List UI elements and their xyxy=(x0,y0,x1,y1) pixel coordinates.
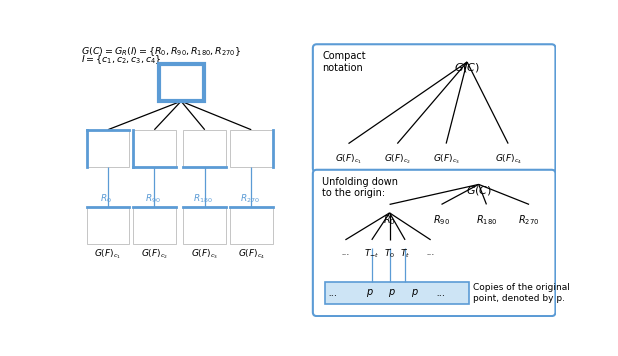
Text: Compact
notation: Compact notation xyxy=(322,51,366,73)
Text: $R_{90}$: $R_{90}$ xyxy=(145,192,161,205)
Text: ...: ... xyxy=(437,288,446,298)
Text: ...: ... xyxy=(328,288,337,298)
Text: $R_{180}$: $R_{180}$ xyxy=(476,213,497,227)
Bar xyxy=(325,282,468,304)
Text: $G(F)_{c_4}$: $G(F)_{c_4}$ xyxy=(494,152,522,166)
Bar xyxy=(230,207,273,244)
Text: $p$: $p$ xyxy=(411,287,419,299)
Text: $G(C) = G_R(I) = \{R_0, R_{90}, R_{180}, R_{270}\}$: $G(C) = G_R(I) = \{R_0, R_{90}, R_{180},… xyxy=(81,45,241,58)
Text: $G(F)_{c_3}$: $G(F)_{c_3}$ xyxy=(433,152,460,166)
Text: $G(F)_{c_2}$: $G(F)_{c_2}$ xyxy=(141,247,168,261)
FancyBboxPatch shape xyxy=(313,44,556,172)
Text: Copies of the original
point, denoted by p.: Copies of the original point, denoted by… xyxy=(473,283,570,303)
Bar xyxy=(87,207,129,244)
Text: $G(C)$: $G(C)$ xyxy=(454,61,480,74)
Text: $G(F)_{c_2}$: $G(F)_{c_2}$ xyxy=(384,152,411,166)
Bar xyxy=(184,130,226,167)
Text: $R_0$: $R_0$ xyxy=(383,213,396,227)
Text: $R_{270}$: $R_{270}$ xyxy=(519,213,540,227)
Text: $I = \{c_1, c_2, c_3, c_4\}$: $I = \{c_1, c_2, c_3, c_4\}$ xyxy=(81,53,162,66)
FancyBboxPatch shape xyxy=(313,170,556,316)
Bar xyxy=(133,130,176,167)
Text: Unfolding down
to the origin:: Unfolding down to the origin: xyxy=(322,177,398,198)
Bar xyxy=(159,64,203,101)
Text: $T_{-t}$: $T_{-t}$ xyxy=(364,247,379,260)
Bar xyxy=(133,207,176,244)
Text: $R_{180}$: $R_{180}$ xyxy=(193,192,213,205)
Text: $R_{90}$: $R_{90}$ xyxy=(433,213,450,227)
Text: $R_0$: $R_0$ xyxy=(100,192,112,205)
Text: $R_{270}$: $R_{270}$ xyxy=(240,192,260,205)
Text: ...: ... xyxy=(426,247,435,257)
Bar xyxy=(230,130,273,167)
Text: $T_t$: $T_t$ xyxy=(400,247,410,260)
Text: $p$: $p$ xyxy=(388,287,396,299)
Text: $G(C)$: $G(C)$ xyxy=(465,184,492,197)
Bar xyxy=(184,207,226,244)
Text: ...: ... xyxy=(341,247,350,257)
Text: $G(F)_{c_1}$: $G(F)_{c_1}$ xyxy=(335,152,362,166)
Text: $G(F)_{c_1}$: $G(F)_{c_1}$ xyxy=(95,247,121,261)
Text: $T_0$: $T_0$ xyxy=(384,247,395,260)
Text: $G(F)_{c_4}$: $G(F)_{c_4}$ xyxy=(238,247,265,261)
Bar xyxy=(87,130,129,167)
Text: $G(F)_{c_3}$: $G(F)_{c_3}$ xyxy=(191,247,218,261)
Text: $p$: $p$ xyxy=(366,287,374,299)
